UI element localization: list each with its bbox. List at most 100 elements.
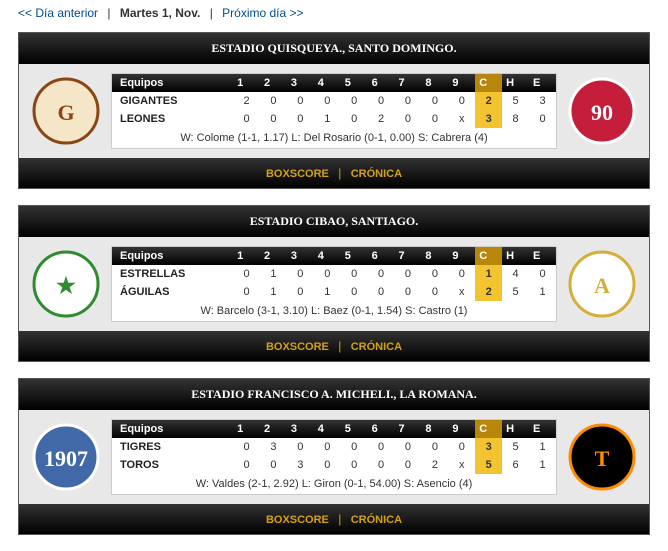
boxscore-link[interactable]: BOXSCORE (266, 514, 329, 526)
svg-text:1907: 1907 (44, 446, 88, 471)
inning-cell: 0 (368, 456, 395, 474)
col-header: 9 (448, 420, 475, 438)
inning-cell: 0 (233, 283, 260, 301)
boxscore-table: Equipos123456789CHETIGRES030000000351TOR… (111, 419, 557, 495)
inning-cell: 0 (314, 438, 341, 456)
svg-text:G: G (57, 100, 74, 125)
date-nav: << Día anterior | Martes 1, Nov. | Próxi… (0, 0, 668, 26)
col-header: Equipos (112, 247, 233, 265)
col-header: 4 (314, 420, 341, 438)
col-header: 1 (233, 420, 260, 438)
col-header: 5 (341, 74, 368, 92)
inning-cell: 0 (341, 92, 368, 110)
boxscore-link[interactable]: BOXSCORE (266, 168, 329, 180)
col-header: 7 (395, 247, 422, 265)
runs-cell: 1 (475, 265, 502, 283)
svg-text:90: 90 (591, 100, 613, 125)
col-header: E (529, 74, 556, 92)
stadium-header: ESTADIO QUISQUEYA., SANTO DOMINGO. (19, 33, 649, 64)
stadium-header: ESTADIO CIBAO, SANTIAGO. (19, 206, 649, 237)
inning-cell: x (448, 456, 475, 474)
inning-cell: 0 (341, 110, 368, 128)
hits-cell: 5 (502, 92, 529, 110)
inning-cell: 0 (448, 265, 475, 283)
inning-cell: 0 (368, 283, 395, 301)
col-header: 6 (368, 74, 395, 92)
game-footer: BOXSCORE | CRÓNICA (19, 158, 649, 188)
team-name: TIGRES (112, 438, 233, 456)
col-header: C (475, 74, 502, 92)
runs-cell: 3 (475, 110, 502, 128)
col-header: C (475, 420, 502, 438)
pitching-line: W: Valdes (2-1, 2.92) L: Giron (0-1, 54.… (112, 474, 556, 494)
team-row: TOROS00300002x561 (112, 456, 556, 474)
runs-cell: 5 (475, 456, 502, 474)
inning-cell: 0 (448, 92, 475, 110)
prev-day-link[interactable]: << Día anterior (18, 6, 98, 20)
errors-cell: 1 (529, 283, 556, 301)
inning-cell: 1 (314, 110, 341, 128)
inning-cell: 0 (260, 456, 287, 474)
hits-cell: 6 (502, 456, 529, 474)
col-header: 8 (421, 247, 448, 265)
inning-cell: 0 (287, 92, 314, 110)
game-body: G Equipos123456789CHEGIGANTES20000000025… (19, 64, 649, 158)
next-day-link[interactable]: Próximo día >> (222, 6, 303, 20)
team-row: TIGRES030000000351 (112, 438, 556, 456)
team-logo: 90 (563, 72, 641, 150)
game-block: ESTADIO QUISQUEYA., SANTO DOMINGO. G Equ… (18, 32, 650, 189)
col-header: 9 (448, 74, 475, 92)
inning-cell: 0 (341, 438, 368, 456)
game-block: ESTADIO FRANCISCO A. MICHELI., LA ROMANA… (18, 378, 650, 535)
inning-cell: 0 (260, 92, 287, 110)
cronica-link[interactable]: CRÓNICA (351, 514, 402, 526)
inning-cell: 0 (421, 283, 448, 301)
team-logo: A (563, 245, 641, 323)
col-header: C (475, 247, 502, 265)
errors-cell: 1 (529, 456, 556, 474)
header-row: Equipos123456789CHE (112, 74, 556, 92)
runs-cell: 2 (475, 283, 502, 301)
col-header: 6 (368, 420, 395, 438)
inning-cell: 3 (287, 456, 314, 474)
team-name: ÁGUILAS (112, 283, 233, 301)
inning-cell: 0 (395, 92, 422, 110)
inning-cell: 0 (368, 92, 395, 110)
inning-cell: 0 (448, 438, 475, 456)
boxscore-link[interactable]: BOXSCORE (266, 341, 329, 353)
col-header: 1 (233, 74, 260, 92)
col-header: 8 (421, 420, 448, 438)
inning-cell: 0 (421, 92, 448, 110)
inning-cell: 0 (341, 456, 368, 474)
svg-text:★: ★ (56, 273, 76, 298)
inning-cell: 0 (233, 456, 260, 474)
runs-cell: 3 (475, 438, 502, 456)
inning-cell: 0 (368, 438, 395, 456)
inning-cell: x (448, 110, 475, 128)
cronica-link[interactable]: CRÓNICA (351, 341, 402, 353)
col-header: H (502, 247, 529, 265)
sep: | (210, 6, 213, 20)
inning-cell: 2 (233, 92, 260, 110)
col-header: 9 (448, 247, 475, 265)
col-header: H (502, 420, 529, 438)
boxscore-table: Equipos123456789CHEESTRELLAS010000000140… (111, 246, 557, 322)
inning-cell: 0 (421, 438, 448, 456)
game-body: ★ Equipos123456789CHEESTRELLAS0100000001… (19, 237, 649, 331)
inning-cell: 0 (314, 92, 341, 110)
team-logo: G (27, 72, 105, 150)
team-logo: 1907 (27, 418, 105, 496)
game-footer: BOXSCORE | CRÓNICA (19, 331, 649, 361)
inning-cell: 0 (341, 283, 368, 301)
sep: | (338, 166, 341, 180)
col-header: 3 (287, 247, 314, 265)
stadium-header: ESTADIO FRANCISCO A. MICHELI., LA ROMANA… (19, 379, 649, 410)
col-header: 8 (421, 74, 448, 92)
cronica-link[interactable]: CRÓNICA (351, 168, 402, 180)
inning-cell: 0 (368, 265, 395, 283)
team-row: ÁGUILAS01010000x251 (112, 283, 556, 301)
errors-cell: 0 (529, 110, 556, 128)
inning-cell: 0 (233, 265, 260, 283)
inning-cell: 0 (421, 265, 448, 283)
col-header: H (502, 74, 529, 92)
